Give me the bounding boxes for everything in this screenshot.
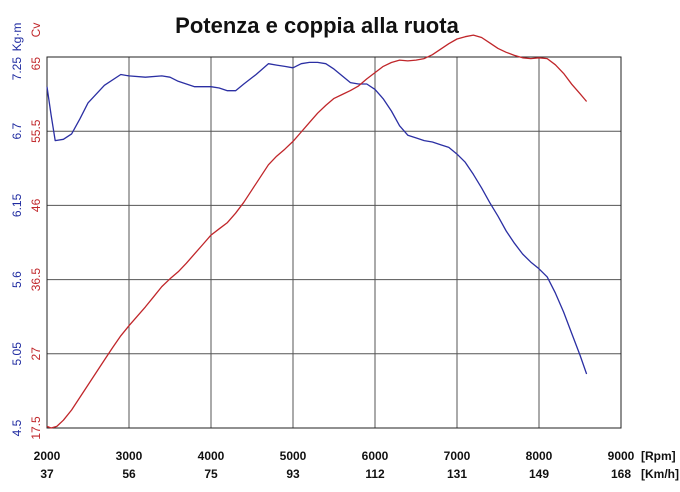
chart-title: Potenza e coppia alla ruota — [175, 13, 459, 38]
speed-tick-label: 56 — [122, 467, 136, 481]
y-axis-ticks: 4.5 5.05 5.6 6.15 6.7 7.25 17.5 27 36.5 46 55.5 65 — [10, 57, 43, 440]
x-axis-ticks: 2000 3000 4000 5000 6000 7000 8000 9000 37 56 75 93… — [34, 449, 635, 481]
torque-axis-unit: Kg·m — [10, 23, 24, 52]
grid — [47, 57, 621, 428]
speed-tick-label: 37 — [40, 467, 54, 481]
power-tick-label: 55.5 — [29, 119, 43, 143]
rpm-tick-label: 5000 — [280, 449, 307, 463]
torque-tick-label: 5.6 — [10, 271, 24, 288]
series-layer — [46, 34, 588, 429]
power-tick-label: 17.5 — [29, 416, 43, 440]
x-unit-speed: [Km/h] — [641, 467, 679, 481]
speed-tick-label: 112 — [365, 467, 385, 481]
rpm-tick-label: 8000 — [526, 449, 553, 463]
series-line-power — [46, 34, 588, 429]
speed-tick-label: 131 — [447, 467, 467, 481]
series-line-torque — [46, 61, 588, 375]
speed-tick-label: 168 — [611, 467, 631, 481]
plot-frame — [46, 56, 622, 429]
speed-tick-label: 75 — [204, 467, 218, 481]
rpm-tick-label: 9000 — [608, 449, 635, 463]
torque-tick-label: 4.5 — [10, 419, 24, 436]
torque-tick-label: 6.7 — [10, 123, 24, 140]
power-tick-label: 27 — [29, 347, 43, 361]
rpm-tick-label: 2000 — [34, 449, 61, 463]
rpm-tick-label: 4000 — [198, 449, 225, 463]
rpm-tick-label: 3000 — [116, 449, 143, 463]
speed-tick-label: 93 — [286, 467, 300, 481]
torque-tick-label: 6.15 — [10, 193, 24, 217]
power-tick-label: 46 — [29, 198, 43, 212]
x-unit-rpm: [Rpm] — [641, 449, 676, 463]
power-axis-unit: Cv — [29, 23, 43, 38]
power-tick-label: 36.5 — [29, 268, 43, 292]
torque-tick-label: 5.05 — [10, 342, 24, 366]
torque-tick-label: 7.25 — [10, 57, 24, 81]
speed-tick-label: 149 — [529, 467, 549, 481]
power-tick-label: 65 — [29, 57, 43, 71]
rpm-tick-label: 6000 — [362, 449, 389, 463]
rpm-tick-label: 7000 — [444, 449, 471, 463]
